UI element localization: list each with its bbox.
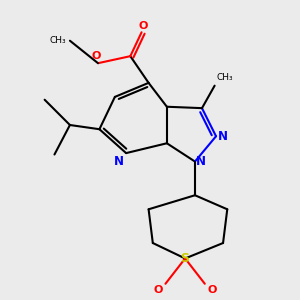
Text: CH₃: CH₃ bbox=[50, 36, 67, 45]
Text: O: O bbox=[92, 51, 101, 61]
Text: N: N bbox=[218, 130, 228, 143]
Text: S: S bbox=[181, 252, 190, 265]
Text: O: O bbox=[154, 285, 163, 295]
Text: O: O bbox=[138, 21, 148, 31]
Text: CH₃: CH₃ bbox=[217, 73, 233, 82]
Text: O: O bbox=[207, 285, 216, 295]
Text: N: N bbox=[114, 154, 124, 167]
Text: N: N bbox=[196, 155, 206, 168]
